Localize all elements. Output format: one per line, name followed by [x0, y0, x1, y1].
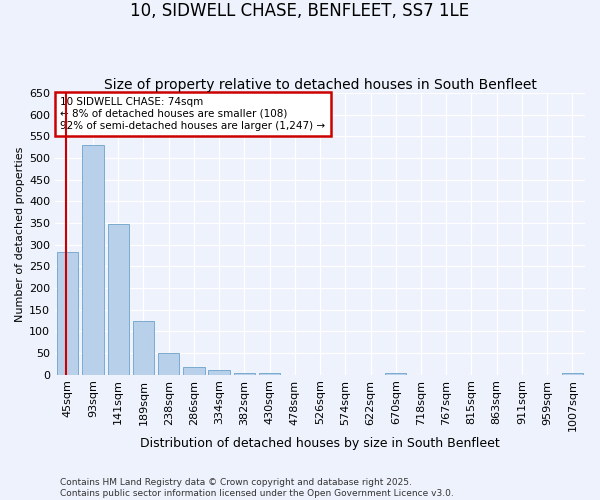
- X-axis label: Distribution of detached houses by size in South Benfleet: Distribution of detached houses by size …: [140, 437, 500, 450]
- Title: Size of property relative to detached houses in South Benfleet: Size of property relative to detached ho…: [104, 78, 536, 92]
- Bar: [107, 224, 129, 374]
- Bar: [183, 367, 205, 374]
- Text: 10 SIDWELL CHASE: 74sqm
← 8% of detached houses are smaller (108)
92% of semi-de: 10 SIDWELL CHASE: 74sqm ← 8% of detached…: [61, 98, 326, 130]
- Bar: [208, 370, 230, 374]
- Bar: [57, 252, 79, 374]
- Text: Contains HM Land Registry data © Crown copyright and database right 2025.
Contai: Contains HM Land Registry data © Crown c…: [60, 478, 454, 498]
- Bar: [562, 373, 583, 374]
- Text: 10, SIDWELL CHASE, BENFLEET, SS7 1LE: 10, SIDWELL CHASE, BENFLEET, SS7 1LE: [130, 2, 470, 21]
- Bar: [385, 372, 406, 374]
- Bar: [82, 145, 104, 374]
- Bar: [158, 353, 179, 374]
- Bar: [233, 372, 255, 374]
- Y-axis label: Number of detached properties: Number of detached properties: [15, 146, 25, 322]
- Bar: [133, 320, 154, 374]
- Bar: [259, 373, 280, 374]
